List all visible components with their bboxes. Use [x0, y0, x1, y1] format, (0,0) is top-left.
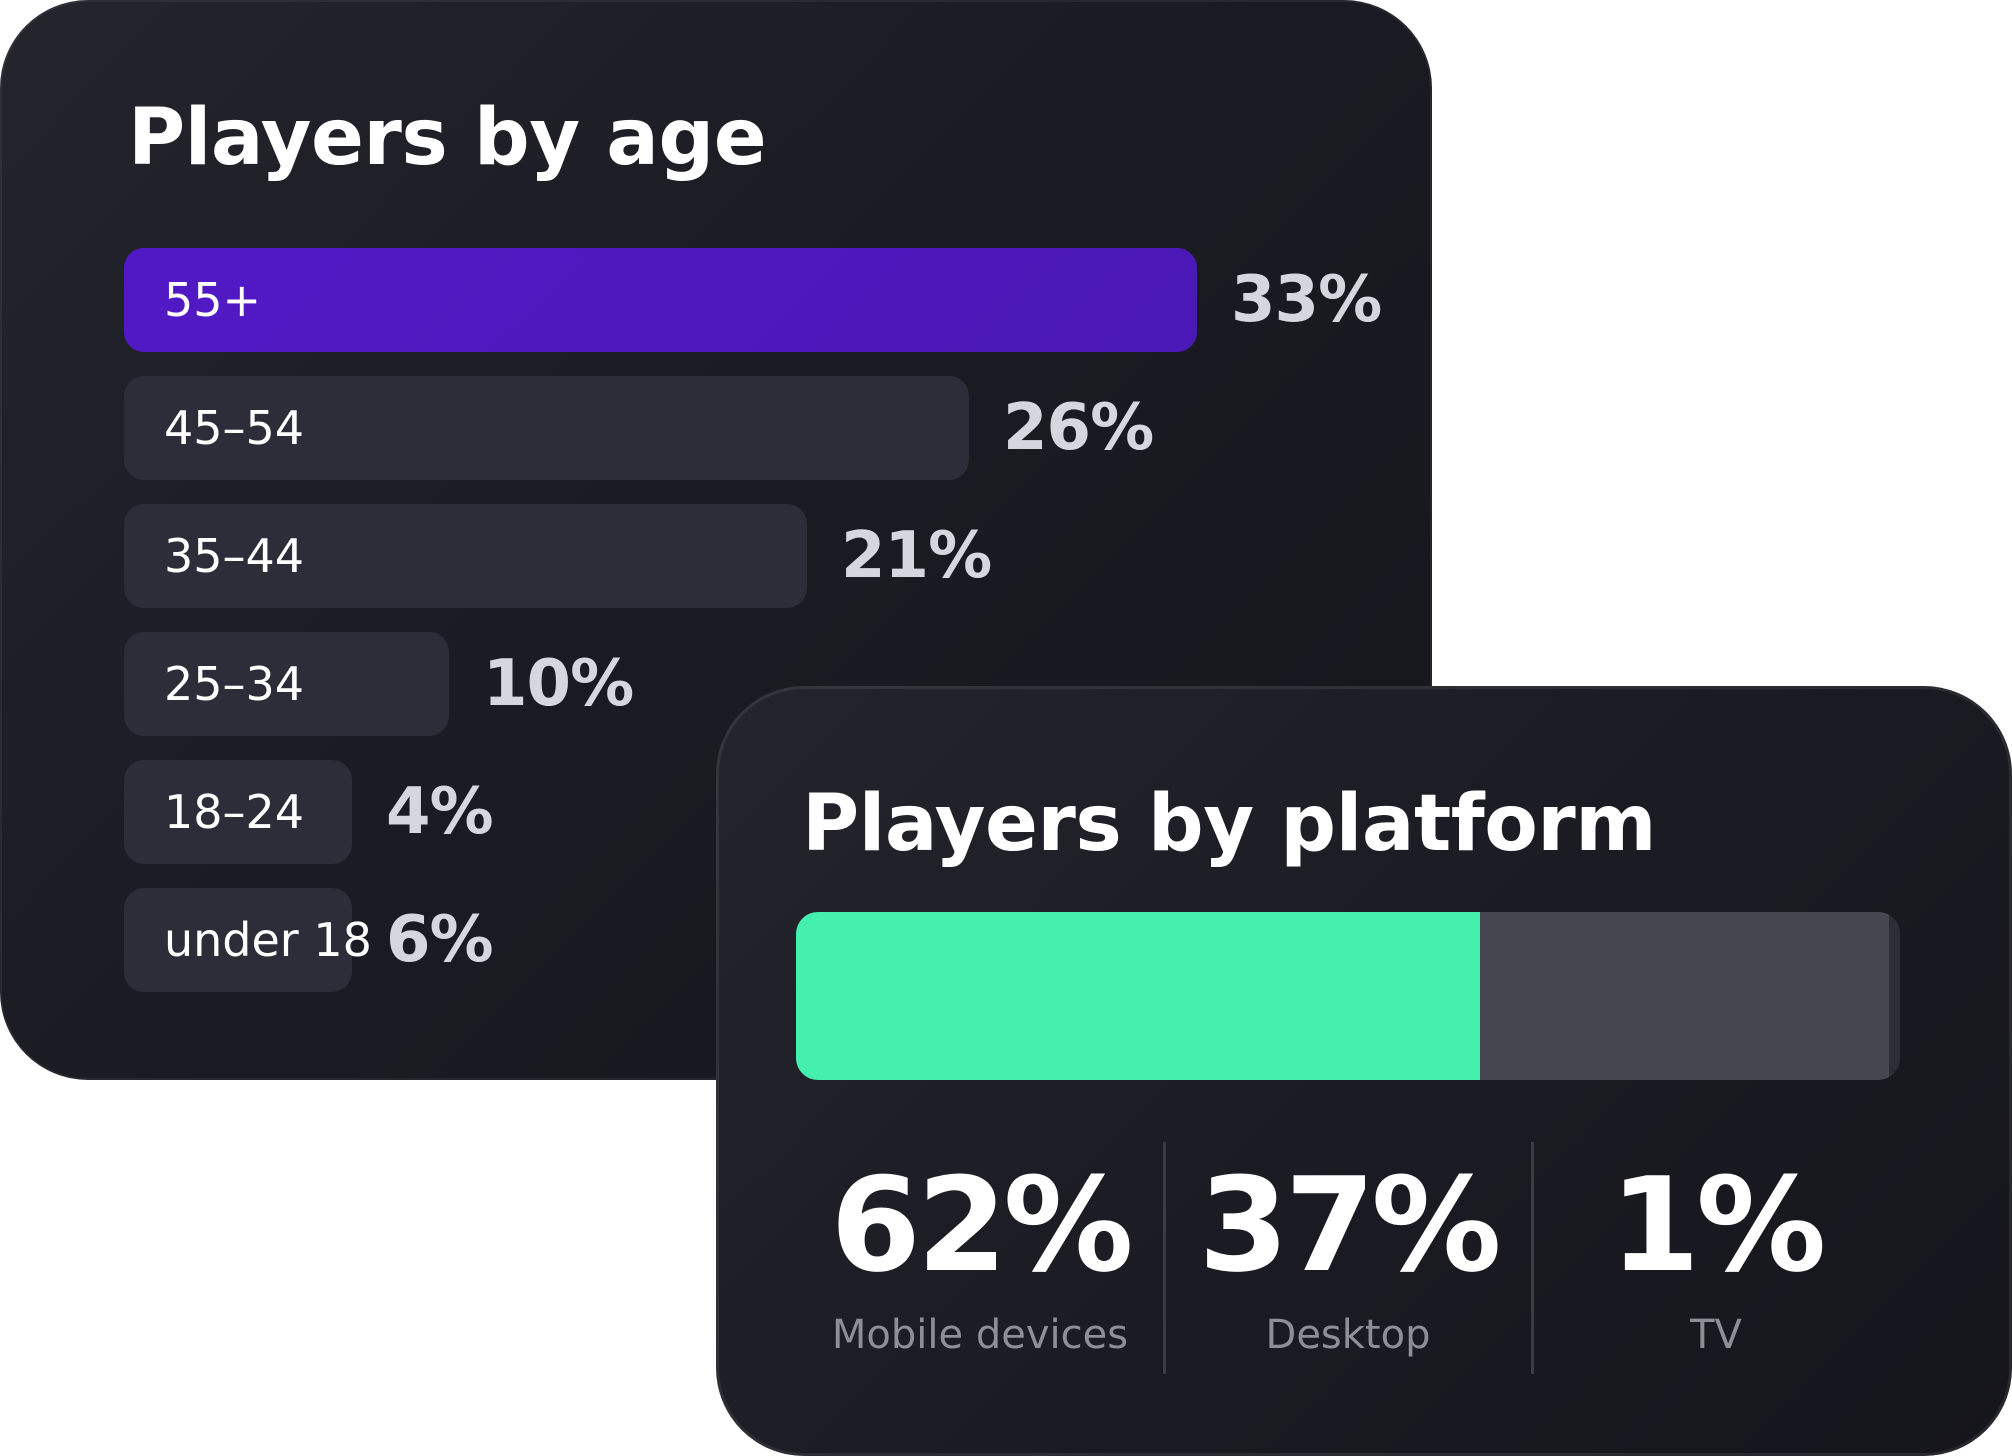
- platform-stats: 62% Mobile devices 37% Desktop 1% TV: [796, 1142, 1900, 1374]
- age-row: 25–34 10%: [124, 632, 1424, 736]
- platform-stacked-bar: [796, 912, 1900, 1080]
- platform-stat-label: Mobile devices: [831, 1312, 1129, 1358]
- players-by-age-card: Players by age 55+ 33% 45–54 26% 35–44 21% 25–…: [0, 0, 1432, 1080]
- platform-stat-label: Desktop: [1265, 1312, 1431, 1358]
- age-category-label: 18–24: [164, 785, 305, 839]
- platform-stat: 62% Mobile devices: [796, 1142, 1164, 1374]
- age-card-title: Players by age: [128, 93, 767, 183]
- platform-stat-value: 37%: [1198, 1149, 1501, 1301]
- stat-divider: [1531, 1142, 1534, 1374]
- platform-stat: 1% TV: [1532, 1142, 1900, 1374]
- age-category-label: 25–34: [164, 657, 305, 711]
- age-value-label: 33%: [1231, 263, 1382, 337]
- age-row: under 18 6%: [124, 888, 1424, 992]
- platform-card-title: Players by platform: [802, 779, 1657, 869]
- platform-stat: 37% Desktop: [1164, 1142, 1532, 1374]
- age-value-label: 6%: [386, 903, 494, 977]
- age-bar: under 18: [124, 888, 372, 992]
- age-category-label: 55+: [164, 273, 262, 327]
- age-row: 55+ 33%: [124, 248, 1424, 352]
- age-bar: 35–44: [124, 504, 807, 608]
- platform-stat-value: 62%: [830, 1149, 1133, 1301]
- age-category-label: 45–54: [164, 401, 305, 455]
- platform-bar-segment: [796, 912, 1481, 1080]
- age-bar: 18–24: [124, 760, 352, 864]
- players-by-platform-card: Players by platform 62% Mobile devices 37%…: [716, 686, 2012, 1456]
- platform-bar-segment: [1480, 912, 1889, 1080]
- platform-bar-segment: [1888, 912, 1900, 1080]
- age-value-label: 10%: [483, 647, 634, 721]
- age-category-label: under 18: [164, 913, 372, 967]
- age-bar: 55+: [124, 248, 1197, 352]
- age-bar: 45–54: [124, 376, 969, 480]
- age-value-label: 26%: [1003, 391, 1154, 465]
- platform-stat-label: TV: [1690, 1312, 1742, 1358]
- age-row: 45–54 26%: [124, 376, 1424, 480]
- age-value-label: 4%: [386, 775, 494, 849]
- platform-stat-value: 1%: [1609, 1149, 1827, 1301]
- stat-divider: [1163, 1142, 1166, 1374]
- age-bar: 25–34: [124, 632, 449, 736]
- age-row: 35–44 21%: [124, 504, 1424, 608]
- age-category-label: 35–44: [164, 529, 305, 583]
- age-row: 18–24 4%: [124, 760, 1424, 864]
- age-value-label: 21%: [841, 519, 992, 593]
